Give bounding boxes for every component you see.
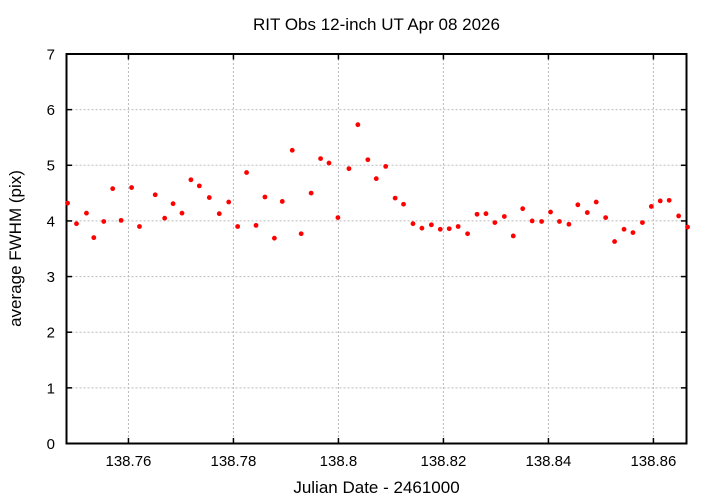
data-point bbox=[335, 215, 341, 220]
data-point bbox=[685, 224, 690, 230]
data-point bbox=[162, 215, 168, 221]
data-point bbox=[640, 220, 645, 225]
data-point bbox=[298, 231, 304, 237]
data-point bbox=[566, 221, 572, 227]
data-point bbox=[118, 217, 124, 223]
data-point bbox=[483, 211, 489, 217]
y-tick-label: 5 bbox=[47, 158, 55, 175]
data-point bbox=[326, 160, 332, 166]
y-tick-label: 3 bbox=[47, 269, 55, 286]
data-point bbox=[84, 210, 89, 216]
data-point bbox=[244, 170, 249, 175]
data-point bbox=[226, 199, 232, 205]
data-point bbox=[188, 177, 194, 183]
data-point bbox=[289, 147, 295, 153]
data-point bbox=[318, 156, 323, 162]
data-point bbox=[137, 224, 142, 229]
x-tick-label: 138.78 bbox=[210, 453, 256, 470]
y-tick-label: 0 bbox=[47, 436, 55, 453]
data-point bbox=[465, 231, 470, 237]
data-point bbox=[373, 176, 379, 182]
tick-layer bbox=[66, 54, 687, 444]
data-point bbox=[666, 197, 672, 203]
data-point bbox=[262, 194, 268, 200]
data-point bbox=[548, 209, 553, 215]
data-point bbox=[216, 211, 222, 217]
data-point bbox=[575, 202, 581, 208]
data-point bbox=[492, 220, 498, 225]
y-tick-label: 4 bbox=[47, 213, 55, 230]
data-point bbox=[65, 200, 70, 206]
chart-title: RIT Obs 12-inch UT Apr 08 2026 bbox=[253, 15, 500, 34]
data-point bbox=[520, 206, 526, 212]
data-point bbox=[392, 195, 398, 201]
data-point bbox=[196, 183, 202, 189]
data-point bbox=[308, 190, 314, 196]
data-point bbox=[648, 204, 654, 209]
data-point bbox=[401, 201, 406, 207]
data-point bbox=[437, 226, 443, 232]
data-point bbox=[110, 186, 116, 192]
data-points-layer bbox=[65, 122, 690, 244]
y-tick-label: 6 bbox=[47, 102, 55, 119]
data-point bbox=[179, 210, 185, 216]
data-point bbox=[657, 198, 663, 204]
data-point bbox=[584, 210, 590, 215]
x-tick-label: 138.84 bbox=[525, 453, 571, 470]
y-tick-label: 1 bbox=[47, 380, 55, 397]
data-point bbox=[365, 157, 371, 163]
data-point bbox=[529, 218, 535, 224]
y-tick-label: 2 bbox=[47, 325, 55, 342]
data-point bbox=[253, 222, 259, 228]
data-point bbox=[74, 221, 79, 227]
tick-label-layer: 138.76 138.78 138.8 138.82 138.84 138.86 0 1 2 3 4… bbox=[47, 46, 677, 470]
data-point bbox=[410, 221, 416, 227]
data-point bbox=[129, 185, 134, 190]
data-point bbox=[235, 224, 241, 229]
data-point bbox=[603, 215, 609, 220]
data-point bbox=[279, 199, 285, 204]
x-axis-label: Julian Date - 2461000 bbox=[293, 478, 459, 497]
x-tick-label: 138.82 bbox=[420, 453, 466, 470]
data-point bbox=[474, 211, 480, 217]
x-tick-label: 138.86 bbox=[630, 453, 676, 470]
data-point bbox=[101, 219, 107, 224]
y-tick-label: 7 bbox=[47, 46, 55, 63]
data-point bbox=[510, 233, 516, 239]
y-axis-label: average FWHM (pix) bbox=[6, 170, 25, 327]
grid-layer bbox=[67, 55, 686, 443]
x-tick-label: 138.8 bbox=[320, 453, 358, 470]
data-point bbox=[446, 226, 452, 232]
data-point bbox=[630, 230, 636, 236]
data-point bbox=[170, 201, 176, 207]
x-tick-label: 138.76 bbox=[106, 453, 152, 470]
data-point bbox=[557, 219, 562, 224]
data-point bbox=[91, 235, 97, 241]
data-point bbox=[383, 163, 389, 169]
data-point bbox=[346, 166, 352, 172]
data-point bbox=[621, 226, 627, 232]
data-point bbox=[501, 214, 507, 219]
data-point bbox=[206, 195, 212, 200]
data-point bbox=[152, 192, 158, 198]
data-point bbox=[271, 235, 277, 241]
data-point bbox=[455, 224, 461, 229]
data-point bbox=[428, 222, 434, 228]
data-point bbox=[355, 122, 361, 128]
data-point bbox=[676, 213, 682, 219]
data-point bbox=[419, 225, 425, 231]
data-point bbox=[539, 219, 545, 224]
plot-border bbox=[65, 53, 688, 445]
data-point bbox=[612, 239, 617, 244]
data-point bbox=[593, 199, 599, 205]
